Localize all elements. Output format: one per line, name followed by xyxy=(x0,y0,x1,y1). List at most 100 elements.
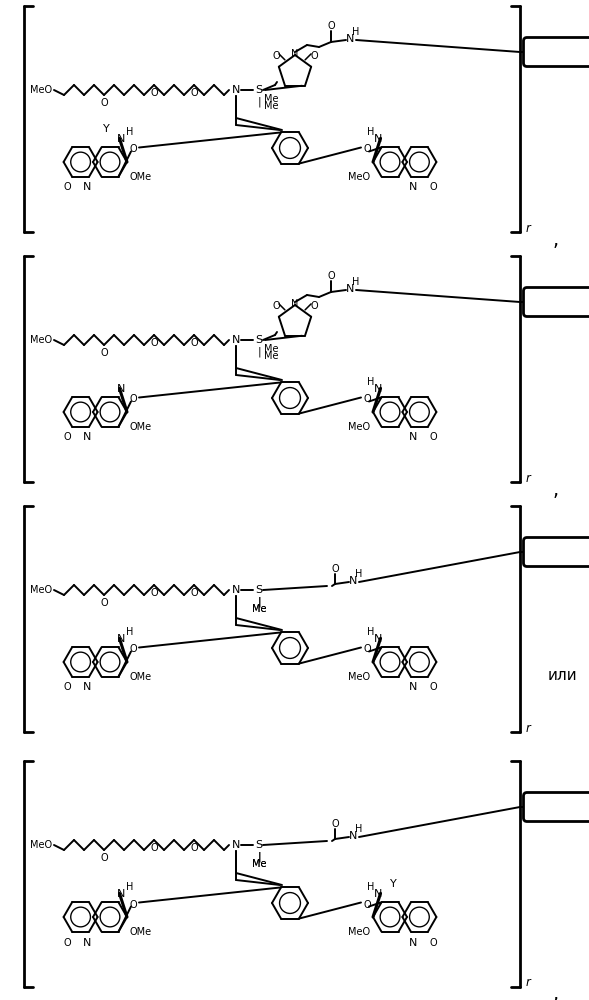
Text: Me: Me xyxy=(252,604,266,614)
Text: r: r xyxy=(525,722,531,734)
Text: O: O xyxy=(150,338,158,348)
Text: N: N xyxy=(346,34,354,44)
Text: H: H xyxy=(367,627,374,637)
Text: N: N xyxy=(83,682,91,692)
Text: O: O xyxy=(63,682,71,692)
FancyBboxPatch shape xyxy=(524,37,589,66)
Text: O: O xyxy=(429,182,437,192)
FancyBboxPatch shape xyxy=(524,792,589,822)
Text: O: O xyxy=(100,598,108,608)
Text: Me: Me xyxy=(252,859,266,869)
Text: O: O xyxy=(129,900,137,910)
Text: Y: Y xyxy=(103,124,110,134)
Text: |: | xyxy=(257,347,261,357)
Text: N: N xyxy=(346,284,354,294)
Text: антитело: антитело xyxy=(532,800,589,814)
Text: S: S xyxy=(256,585,263,595)
Text: N: N xyxy=(349,831,357,841)
Text: O: O xyxy=(190,843,198,853)
Text: O: O xyxy=(150,588,158,598)
Text: |: | xyxy=(257,97,261,107)
Text: Me: Me xyxy=(252,859,266,869)
Text: H: H xyxy=(352,277,360,287)
Text: ,: , xyxy=(553,986,559,1000)
Text: H: H xyxy=(367,377,374,387)
Text: N: N xyxy=(83,938,91,948)
Text: O: O xyxy=(190,338,198,348)
Text: |: | xyxy=(257,852,261,862)
Text: MeO: MeO xyxy=(348,672,370,682)
Text: N: N xyxy=(349,576,357,586)
Text: r: r xyxy=(525,472,531,485)
Text: H: H xyxy=(367,127,374,137)
Text: r: r xyxy=(525,222,531,234)
Text: OMe: OMe xyxy=(130,172,152,182)
Text: N: N xyxy=(292,49,299,59)
Text: O: O xyxy=(327,21,335,31)
Text: O: O xyxy=(429,432,437,442)
Text: MeO: MeO xyxy=(348,927,370,937)
Text: O: O xyxy=(100,348,108,358)
Text: Me: Me xyxy=(252,604,266,614)
Text: N: N xyxy=(232,85,240,95)
Text: N: N xyxy=(117,134,125,144)
Text: O: O xyxy=(100,98,108,108)
Text: H: H xyxy=(355,569,363,579)
Text: N: N xyxy=(408,182,417,192)
Text: H: H xyxy=(367,882,374,892)
Text: N: N xyxy=(375,889,383,899)
Text: Me: Me xyxy=(264,351,278,361)
Text: O: O xyxy=(272,51,280,61)
Text: MeO: MeO xyxy=(348,172,370,182)
Text: N: N xyxy=(292,299,299,309)
Text: O: O xyxy=(129,394,137,404)
Text: ,: , xyxy=(553,481,559,499)
Text: O: O xyxy=(310,301,318,311)
Text: N: N xyxy=(232,840,240,850)
Text: O: O xyxy=(150,88,158,98)
Text: N: N xyxy=(408,682,417,692)
Text: O: O xyxy=(190,588,198,598)
Text: N: N xyxy=(375,634,383,644)
Text: r: r xyxy=(525,976,531,990)
Text: N: N xyxy=(408,432,417,442)
Text: O: O xyxy=(429,938,437,948)
Text: O: O xyxy=(63,938,71,948)
Text: O: O xyxy=(363,900,371,910)
Text: |: | xyxy=(257,597,261,607)
Text: H: H xyxy=(355,824,363,834)
Text: Y: Y xyxy=(390,879,397,889)
Text: MeO: MeO xyxy=(30,85,52,95)
Text: или: или xyxy=(547,668,577,684)
Text: антитело: антитело xyxy=(532,546,589,558)
Text: O: O xyxy=(331,819,339,829)
Text: Me: Me xyxy=(264,101,278,111)
Text: O: O xyxy=(129,144,137,154)
Text: O: O xyxy=(429,682,437,692)
Text: O: O xyxy=(150,843,158,853)
Text: O: O xyxy=(100,853,108,863)
Text: N: N xyxy=(117,384,125,394)
Text: ,: , xyxy=(553,231,559,249)
Text: O: O xyxy=(310,51,318,61)
Text: N: N xyxy=(232,335,240,345)
Text: O: O xyxy=(363,144,371,154)
Text: S: S xyxy=(256,840,263,850)
Text: MeO: MeO xyxy=(30,585,52,595)
Text: OMe: OMe xyxy=(130,672,152,682)
Text: N: N xyxy=(83,182,91,192)
Text: O: O xyxy=(129,645,137,654)
Text: N: N xyxy=(408,938,417,948)
FancyBboxPatch shape xyxy=(524,288,589,316)
Text: O: O xyxy=(363,645,371,654)
Text: O: O xyxy=(363,394,371,404)
Text: H: H xyxy=(126,882,133,892)
Text: N: N xyxy=(83,432,91,442)
Text: O: O xyxy=(331,564,339,574)
Text: N: N xyxy=(117,889,125,899)
Text: Me: Me xyxy=(264,344,278,354)
Text: N: N xyxy=(375,134,383,144)
Text: H: H xyxy=(126,627,133,637)
Text: O: O xyxy=(327,271,335,281)
Text: S: S xyxy=(256,335,263,345)
